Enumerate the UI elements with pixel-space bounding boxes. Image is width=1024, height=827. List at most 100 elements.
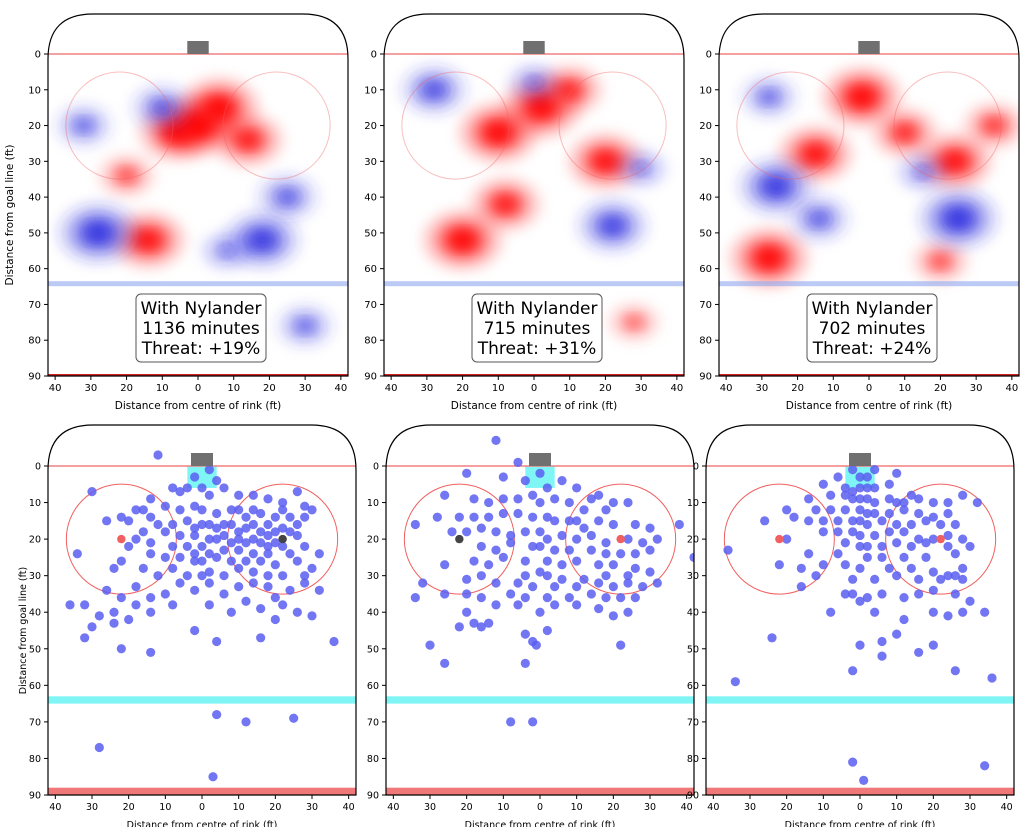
x-tick-label: 0 (531, 383, 537, 394)
shot-point (476, 571, 486, 581)
faceoff-circle (222, 71, 331, 180)
shot-point (531, 640, 541, 650)
shot-point (454, 622, 464, 632)
shot-point (484, 497, 494, 508)
shot-point (572, 516, 582, 526)
shot-point (811, 505, 821, 515)
shot-point (248, 578, 258, 588)
shot-point (219, 545, 229, 555)
y-tick-label: 60 (699, 264, 712, 275)
shot-point (190, 556, 200, 566)
shot-point (498, 494, 508, 504)
shot-point (535, 497, 545, 508)
shot-point (616, 640, 626, 650)
y-tick-label: 50 (699, 228, 712, 239)
y-tick-label: 80 (367, 754, 379, 765)
shot-point (469, 494, 479, 504)
shot-point (234, 505, 244, 515)
rink-area (384, 46, 684, 376)
shot-point (862, 494, 872, 504)
y-tick-label: 40 (687, 608, 699, 619)
shot-point (241, 556, 251, 566)
shot-point (175, 552, 185, 562)
shot-point (608, 497, 618, 508)
heat-blob (766, 178, 786, 194)
shot-point (285, 512, 295, 522)
shot-point (936, 574, 946, 584)
x-tick-label: 20 (927, 802, 939, 813)
shot-point (958, 490, 968, 500)
shot-point (270, 512, 280, 522)
x-tick-label: 20 (120, 383, 133, 394)
heat-blob (851, 89, 873, 105)
blue-line (719, 281, 1019, 287)
shot-point (958, 563, 968, 573)
y-tick-label: 60 (687, 681, 699, 692)
rink-outline (47, 424, 357, 796)
y-tick-label: 10 (364, 85, 377, 96)
x-tick-label: 0 (537, 802, 543, 813)
shot-point (241, 512, 251, 522)
shot-point (131, 505, 141, 515)
heat-blob (425, 83, 443, 97)
shot-point (840, 505, 850, 515)
shot-point (572, 534, 582, 544)
shot-point (270, 560, 280, 570)
shot-point (116, 644, 126, 654)
x-tick-label: 30 (755, 383, 768, 394)
shot-point (204, 600, 214, 610)
shot-point (197, 571, 207, 581)
heat-blob (626, 316, 642, 328)
shot-point (131, 582, 141, 592)
shot-point (248, 505, 258, 515)
x-tick-label: 30 (299, 383, 312, 394)
x-tick-label: 40 (387, 802, 399, 813)
shot-point (256, 508, 266, 519)
shot-point (160, 501, 170, 511)
shot-point (300, 501, 310, 511)
shot-point (928, 640, 938, 650)
heat-blob (758, 250, 780, 266)
shot-point (146, 512, 156, 522)
faceoff-circle (227, 483, 339, 595)
x-tick-label: 10 (571, 802, 583, 813)
blue-line (48, 696, 356, 704)
shot-point (80, 633, 90, 643)
x-tick-label: 40 (720, 383, 733, 394)
heat-blob (118, 169, 135, 182)
shot-point (855, 541, 865, 552)
panel-1: 40 30 20 10 0 10 20 30 40 0 10 20 30 40 50 60 70 80 90 Dist… (4, 13, 349, 412)
y-tick-label: 40 (28, 193, 41, 204)
shot-point (862, 541, 872, 552)
x-tick-label: 30 (306, 802, 318, 813)
shot-point (80, 600, 90, 610)
shot-point (818, 516, 828, 526)
shot-point (476, 523, 486, 533)
shot-point (760, 516, 770, 526)
y-axis-label: Distance from goal line (ft) (18, 567, 29, 695)
shot-point (248, 567, 258, 577)
shot-point (826, 505, 836, 515)
heat-blob (761, 91, 777, 103)
shot-point (796, 563, 806, 573)
x-tick-label: 40 (681, 802, 693, 813)
x-tick-label: 30 (964, 802, 976, 813)
shot-point (226, 519, 236, 530)
shot-point (899, 527, 909, 537)
shot-point (550, 494, 560, 504)
shot-point (491, 435, 501, 446)
y-tick-label: 60 (28, 264, 41, 275)
y-tick-label: 10 (367, 498, 379, 509)
shot-point (285, 527, 295, 537)
shot-point (833, 516, 843, 526)
shot-point (248, 519, 258, 530)
faceoff-circle (558, 71, 667, 180)
shot-point (292, 556, 302, 566)
shot-point (506, 717, 516, 727)
goal-net (523, 41, 545, 54)
y-tick-label: 30 (699, 157, 712, 168)
shot-point (175, 505, 185, 515)
shot-point (943, 508, 953, 519)
shot-point (153, 571, 163, 581)
shot-point (564, 516, 574, 526)
